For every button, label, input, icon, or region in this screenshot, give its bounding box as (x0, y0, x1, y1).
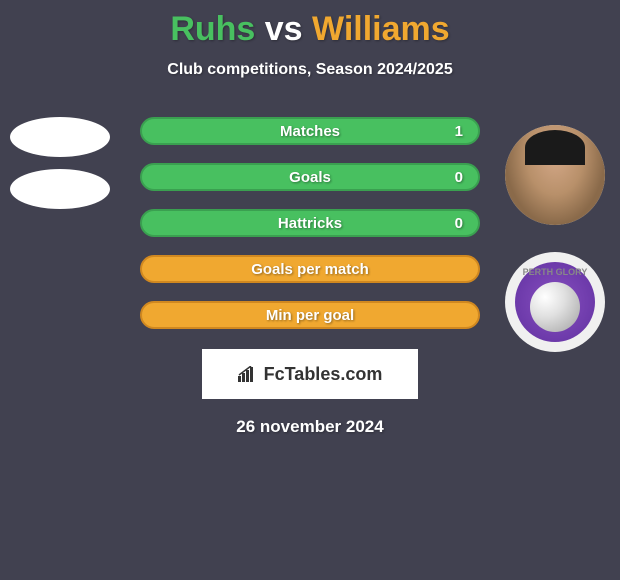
branding-box[interactable]: FcTables.com (202, 349, 418, 399)
subtitle: Club competitions, Season 2024/2025 (0, 61, 620, 79)
vs-text: vs (265, 10, 303, 48)
stat-bar: Matches 1 (140, 117, 480, 145)
stat-label: Matches (280, 123, 340, 140)
stats-container: PERTH GLORY Matches 1 Goals 0 Hattricks … (0, 117, 620, 329)
stat-bar: Goals per match (140, 255, 480, 283)
stat-row-hattricks: Hattricks 0 (0, 209, 620, 237)
stat-label: Hattricks (278, 215, 342, 232)
player2-name: Williams (312, 10, 450, 48)
stat-label: Goals per match (251, 261, 369, 278)
branding-text: FcTables.com (264, 364, 383, 385)
stat-label: Min per goal (266, 307, 354, 324)
player1-name: Ruhs (170, 10, 255, 48)
date-label: 26 november 2024 (0, 417, 620, 437)
stat-row-gpm: Goals per match (0, 255, 620, 283)
stat-row-matches: Matches 1 (0, 117, 620, 145)
stat-row-goals: Goals 0 (0, 163, 620, 191)
stat-bar: Min per goal (140, 301, 480, 329)
comparison-title: Ruhs vs Williams (0, 0, 620, 49)
stat-label: Goals (289, 169, 331, 186)
bar-chart-icon (238, 366, 258, 382)
stat-value-right: 0 (455, 215, 463, 232)
stat-bar: Hattricks 0 (140, 209, 480, 237)
stat-value-right: 0 (455, 169, 463, 186)
stat-row-mpg: Min per goal (0, 301, 620, 329)
stat-value-right: 1 (455, 123, 463, 140)
stat-bar: Goals 0 (140, 163, 480, 191)
